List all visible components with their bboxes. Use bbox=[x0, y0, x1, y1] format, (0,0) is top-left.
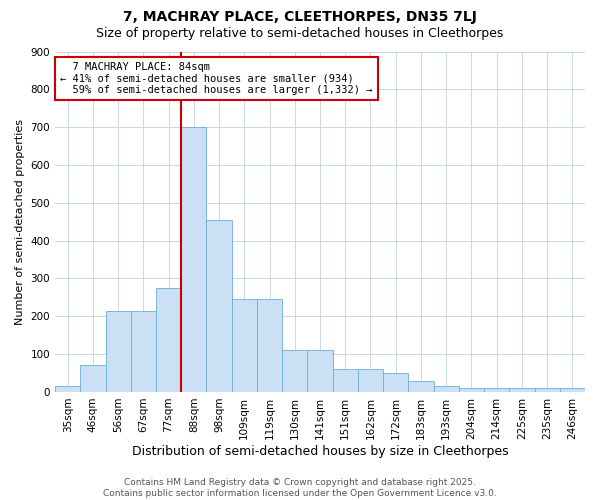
Bar bbox=[55, 386, 80, 392]
Bar bbox=[106, 310, 131, 392]
Text: 7, MACHRAY PLACE, CLEETHORPES, DN35 7LJ: 7, MACHRAY PLACE, CLEETHORPES, DN35 7LJ bbox=[123, 10, 477, 24]
Text: Size of property relative to semi-detached houses in Cleethorpes: Size of property relative to semi-detach… bbox=[97, 28, 503, 40]
Bar bbox=[434, 386, 459, 392]
Bar bbox=[307, 350, 332, 392]
Bar bbox=[509, 388, 535, 392]
Bar bbox=[206, 220, 232, 392]
Bar bbox=[156, 288, 181, 392]
Bar bbox=[358, 370, 383, 392]
Bar bbox=[232, 300, 257, 392]
Bar bbox=[332, 370, 358, 392]
Bar bbox=[535, 388, 560, 392]
Bar bbox=[80, 366, 106, 392]
Text: Contains HM Land Registry data © Crown copyright and database right 2025.
Contai: Contains HM Land Registry data © Crown c… bbox=[103, 478, 497, 498]
Bar bbox=[459, 388, 484, 392]
Text: 7 MACHRAY PLACE: 84sqm
← 41% of semi-detached houses are smaller (934)
  59% of : 7 MACHRAY PLACE: 84sqm ← 41% of semi-det… bbox=[61, 62, 373, 95]
Bar bbox=[282, 350, 307, 392]
Bar bbox=[257, 300, 282, 392]
Bar bbox=[383, 373, 409, 392]
X-axis label: Distribution of semi-detached houses by size in Cleethorpes: Distribution of semi-detached houses by … bbox=[132, 444, 508, 458]
Y-axis label: Number of semi-detached properties: Number of semi-detached properties bbox=[15, 118, 25, 324]
Bar bbox=[560, 388, 585, 392]
Bar bbox=[484, 388, 509, 392]
Bar bbox=[409, 380, 434, 392]
Bar bbox=[181, 127, 206, 392]
Bar bbox=[131, 310, 156, 392]
